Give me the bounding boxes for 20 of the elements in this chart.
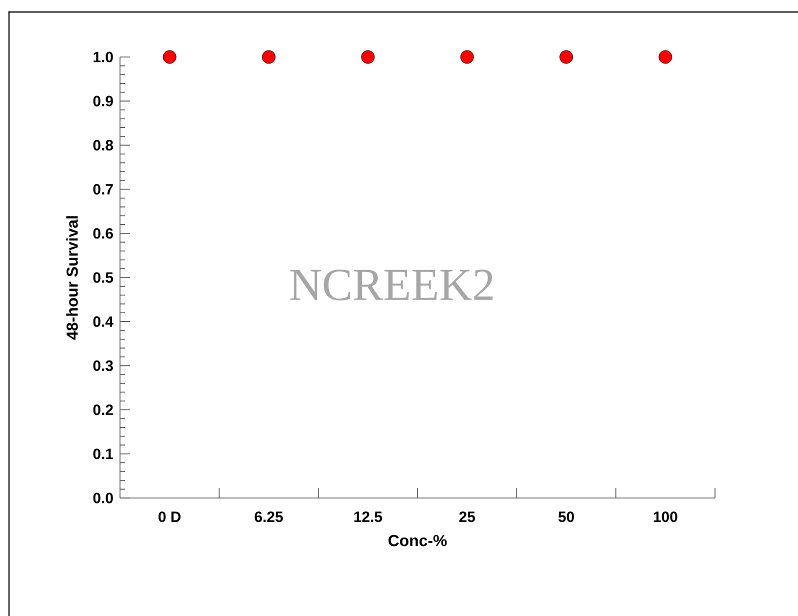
y-tick-label: 0.4	[93, 316, 114, 327]
y-tick-label: 0.3	[93, 360, 113, 371]
y-axis-title: 48-hour Survival	[66, 216, 78, 340]
y-tick-label: 0.9	[93, 96, 113, 106]
y-tick-label: 0.5	[93, 272, 114, 283]
y-tick-label: 0.6	[93, 228, 113, 239]
y-tick-label: 1.0	[94, 52, 113, 62]
x-tick-label: 50	[558, 512, 574, 522]
x-tick-label: 100	[654, 512, 678, 522]
y-tick-label: 0.2	[93, 404, 113, 416]
x-tick-label: 6.25	[254, 512, 283, 522]
y-tick-label: 0.1	[93, 448, 114, 460]
x-axis-title: Conc-%	[388, 534, 447, 546]
annotation: NCREEK2	[290, 270, 493, 300]
y-tick-label: 0.0	[93, 492, 113, 504]
y-tick-label: 0.7	[93, 184, 113, 195]
x-tick-label: 12.5	[354, 512, 382, 522]
y-tick-label: 0.8	[93, 140, 114, 150]
x-tick-label: 0 D	[158, 512, 181, 522]
x-tick-label: 25	[459, 512, 475, 522]
